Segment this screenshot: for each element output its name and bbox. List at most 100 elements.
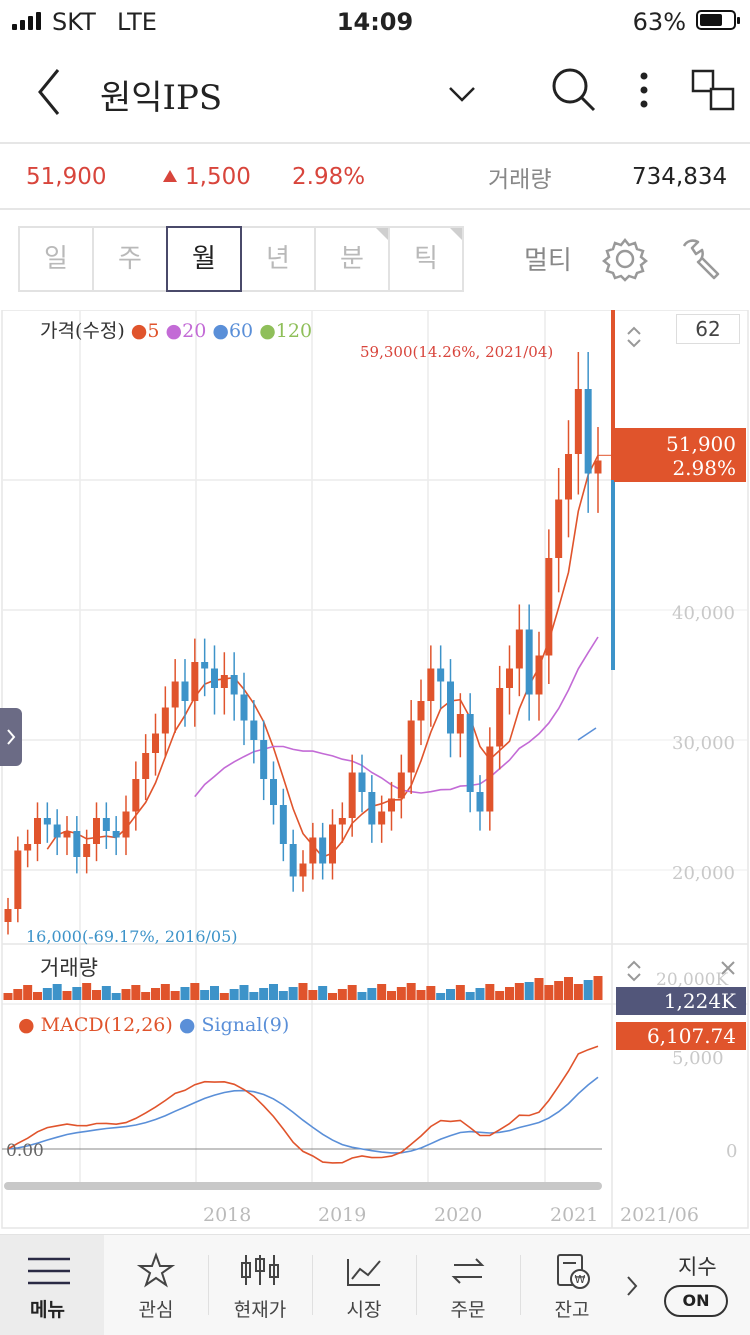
star-icon xyxy=(136,1252,176,1288)
candle-body xyxy=(456,714,464,734)
volume-bar xyxy=(160,984,170,1000)
volume-bar xyxy=(13,989,23,1000)
y-label-30000: 30,000 xyxy=(672,733,735,754)
volume-bar xyxy=(446,989,455,1000)
volume-bar xyxy=(180,987,190,1000)
macd-axis-5000: 5,000 xyxy=(672,1048,724,1069)
candle-body xyxy=(191,662,199,701)
volume-bar xyxy=(170,991,180,1000)
nav-market[interactable]: 시장 xyxy=(312,1235,416,1335)
menu-icon xyxy=(28,1257,70,1285)
search-button[interactable] xyxy=(548,64,598,114)
battery-percent: 63% xyxy=(632,8,686,36)
macd-zero-label: 0.00 xyxy=(6,1141,44,1161)
nav-favorites-label: 관심 xyxy=(138,1299,174,1321)
tools-button[interactable] xyxy=(676,236,724,282)
y-label-20000: 20,000 xyxy=(672,863,735,884)
chart-scrollbar[interactable] xyxy=(4,1182,602,1190)
side-panel-handle[interactable] xyxy=(0,708,22,766)
volume-label: 거래량 xyxy=(488,167,552,193)
candle-body xyxy=(73,831,81,857)
candle-body xyxy=(181,681,189,701)
min-annotation: 16,000(-69.17%, 2016/05) xyxy=(26,927,238,946)
nav-balance-label: 잔고 xyxy=(554,1299,590,1321)
candle-body xyxy=(230,675,238,695)
x-label-2019: 2019 xyxy=(318,1204,367,1226)
volume-bar xyxy=(367,988,377,1000)
volume-bar xyxy=(52,984,62,1000)
change-percent: 2.98% xyxy=(292,164,366,190)
battery-icon xyxy=(696,10,740,30)
scroll-arrows-icon[interactable] xyxy=(624,958,644,984)
tab-tick[interactable]: 틱 xyxy=(388,226,464,292)
candle-body xyxy=(565,454,572,500)
nav-current-price[interactable]: 현재가 xyxy=(208,1235,312,1335)
volume-bar xyxy=(396,987,406,1000)
macd-legend-label: MACD(12,26) xyxy=(40,1014,173,1036)
nav-scroll-right[interactable] xyxy=(622,1271,642,1301)
candle-body xyxy=(574,389,582,454)
tab-minute[interactable]: 분 xyxy=(314,226,388,292)
up-arrow-icon xyxy=(163,170,177,182)
volume-bar xyxy=(318,986,328,1000)
split-view-button[interactable] xyxy=(690,68,738,114)
badge-pct: 2.98% xyxy=(672,456,736,480)
candle-body xyxy=(201,662,209,669)
volume-bar xyxy=(416,990,426,1000)
candle-body xyxy=(53,824,61,838)
candle-body xyxy=(555,499,563,558)
candle-body xyxy=(112,831,120,838)
count-box[interactable]: 62 xyxy=(676,314,740,344)
clock: 14:09 xyxy=(336,8,414,36)
close-icon[interactable] xyxy=(718,958,738,978)
candle-body xyxy=(378,811,386,825)
volume-bar xyxy=(524,982,534,1000)
stock-dropdown-button[interactable] xyxy=(440,72,484,116)
volume-bar xyxy=(544,985,554,1000)
candle-body xyxy=(152,733,159,753)
nav-menu[interactable]: 메뉴 xyxy=(0,1235,104,1335)
candle-body xyxy=(348,772,356,818)
candle-body xyxy=(388,798,395,812)
more-button[interactable] xyxy=(630,68,658,112)
candle-body xyxy=(417,701,425,721)
scroll-arrows-icon[interactable] xyxy=(624,324,644,350)
index-toggle[interactable]: ON xyxy=(664,1285,728,1317)
tab-day[interactable]: 일 xyxy=(18,226,92,292)
volume-bar xyxy=(328,993,337,1000)
settings-button[interactable] xyxy=(601,236,649,282)
back-button[interactable] xyxy=(28,64,72,120)
volume-legend: 거래량 xyxy=(40,956,98,980)
candle-body xyxy=(309,837,317,864)
candle-body xyxy=(368,792,376,825)
chart-area[interactable]: 가격(수정) ●5 ●20 ●60 ●120 62 59,300(14.26%,… xyxy=(0,310,750,1230)
index-label: 지수 xyxy=(678,1255,717,1279)
chevron-down-icon xyxy=(449,87,475,102)
nav-balance[interactable]: ₩ 잔고 xyxy=(520,1235,624,1335)
macd-line xyxy=(7,1045,599,1164)
nav-order[interactable]: 주문 xyxy=(416,1235,520,1335)
volume-bar xyxy=(141,992,151,1000)
multi-button[interactable]: 멀티 xyxy=(524,246,572,276)
volume-bar xyxy=(534,978,544,1000)
volume-bar xyxy=(564,977,573,1000)
candle-body xyxy=(486,746,494,812)
candle-body xyxy=(437,668,445,682)
status-bar: SKT LTE 14:09 63% xyxy=(0,0,750,42)
candle-body xyxy=(34,818,41,844)
ma20-dot: ● xyxy=(165,320,183,342)
candle-body xyxy=(250,720,258,740)
nav-favorites[interactable]: 관심 xyxy=(104,1235,208,1335)
nav-market-label: 시장 xyxy=(346,1299,382,1321)
volume-bar xyxy=(111,993,121,1000)
ma5-label: 5 xyxy=(147,320,160,342)
tab-month[interactable]: 월 xyxy=(166,226,242,292)
candle-body xyxy=(14,850,22,909)
volume-bar xyxy=(554,981,564,1000)
tab-week[interactable]: 주 xyxy=(92,226,166,292)
volume-bar xyxy=(33,992,42,1000)
tab-year[interactable]: 년 xyxy=(240,226,314,292)
candle-body xyxy=(358,772,366,792)
volume-bar xyxy=(239,985,249,1000)
volume-bar xyxy=(593,976,603,1000)
